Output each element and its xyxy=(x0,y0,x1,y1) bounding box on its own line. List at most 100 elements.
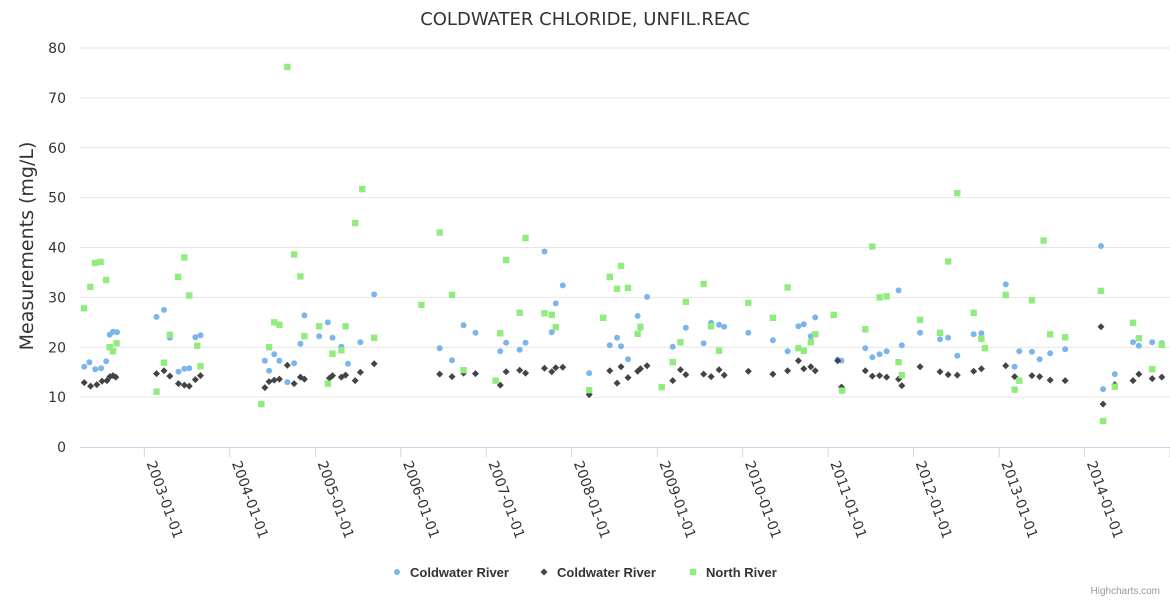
data-point xyxy=(270,376,278,384)
data-point xyxy=(103,358,110,365)
data-point xyxy=(351,219,359,227)
legend-item-1[interactable]: Coldwater River xyxy=(540,565,656,580)
y-axis-label: Measurements (mg/L) xyxy=(16,142,38,351)
x-tick-label: 2012-01-01 xyxy=(912,459,955,541)
data-point xyxy=(613,285,621,293)
data-point xyxy=(497,348,504,355)
y-tick-label: 80 xyxy=(48,41,66,57)
data-point xyxy=(669,377,677,385)
data-point xyxy=(197,372,205,380)
data-point xyxy=(548,311,555,319)
data-point xyxy=(945,334,952,341)
data-point xyxy=(1149,339,1156,346)
credits-link[interactable]: Highcharts.com xyxy=(1091,586,1160,597)
data-point xyxy=(552,324,559,331)
data-point xyxy=(559,363,567,371)
data-point xyxy=(370,334,378,341)
data-point xyxy=(194,342,201,349)
data-point xyxy=(275,375,283,383)
data-point xyxy=(197,363,204,370)
data-point xyxy=(371,291,378,298)
data-point xyxy=(637,323,644,331)
data-point xyxy=(1040,237,1047,244)
data-point xyxy=(291,360,298,367)
data-point xyxy=(98,377,106,385)
legend-item-0[interactable]: Coldwater River xyxy=(394,565,509,580)
data-point xyxy=(290,380,298,388)
data-point xyxy=(1158,341,1166,348)
legend-label: North River xyxy=(706,565,777,580)
data-point xyxy=(522,369,530,377)
data-point xyxy=(103,377,111,385)
data-point xyxy=(175,380,183,388)
data-point xyxy=(898,342,905,349)
data-point xyxy=(174,273,182,281)
data-point xyxy=(356,368,364,376)
data-point xyxy=(541,248,548,255)
data-point xyxy=(1016,348,1023,355)
data-point xyxy=(502,368,510,376)
x-axis: 2003-01-01 2004-01-01 2005-01-01 2006-01-01… xyxy=(143,447,1170,541)
data-point xyxy=(342,323,349,330)
data-point xyxy=(944,258,952,265)
data-point xyxy=(936,336,943,343)
data-point xyxy=(936,329,944,336)
data-point xyxy=(715,366,723,374)
data-point xyxy=(978,335,985,342)
data-point xyxy=(617,262,625,270)
data-point xyxy=(869,243,876,250)
data-point xyxy=(492,377,499,384)
data-point xyxy=(807,339,815,346)
x-tick-label: 2009-01-01 xyxy=(656,459,699,541)
data-point xyxy=(342,371,350,379)
data-point xyxy=(1099,400,1107,408)
data-point xyxy=(548,329,555,336)
data-point xyxy=(916,363,924,371)
data-point xyxy=(795,345,802,352)
data-point xyxy=(669,343,676,350)
data-point xyxy=(1099,417,1107,425)
y-tick-label: 0 xyxy=(57,440,66,456)
data-point xyxy=(186,292,193,299)
data-point xyxy=(883,348,890,355)
data-point xyxy=(522,339,529,346)
data-point xyxy=(812,331,819,338)
data-point xyxy=(707,323,715,330)
data-point xyxy=(436,229,443,236)
data-point xyxy=(1148,375,1156,383)
y-tick-label: 40 xyxy=(48,241,66,257)
data-point xyxy=(676,366,684,374)
data-point xyxy=(745,329,752,336)
data-point xyxy=(917,329,924,336)
data-point xyxy=(284,63,291,71)
x-tick-label: 2004-01-01 xyxy=(228,459,271,541)
data-point xyxy=(448,291,456,299)
legend-symbol xyxy=(394,569,400,575)
data-point xyxy=(800,365,808,373)
data-point xyxy=(1028,348,1035,355)
data-point xyxy=(436,345,443,352)
data-point xyxy=(87,283,94,291)
data-point xyxy=(186,365,193,372)
data-point xyxy=(113,340,120,347)
data-point xyxy=(197,332,204,339)
legend-symbol xyxy=(540,568,548,576)
data-point xyxy=(606,367,614,375)
legend-item-2[interactable]: North River xyxy=(689,565,777,580)
data-point xyxy=(834,357,842,365)
data-point xyxy=(862,345,869,352)
data-point xyxy=(548,368,556,376)
data-point xyxy=(192,334,199,341)
data-point xyxy=(472,329,479,336)
data-point xyxy=(328,372,336,380)
y-tick-label: 10 xyxy=(48,390,66,406)
x-tick-label: 2013-01-01 xyxy=(997,459,1040,541)
data-point xyxy=(497,330,504,337)
data-point xyxy=(80,305,88,312)
data-point xyxy=(800,321,807,328)
data-point xyxy=(522,234,529,242)
data-point xyxy=(617,363,625,371)
data-point xyxy=(898,371,906,379)
legend[interactable]: Coldwater River Coldwater River North Rive… xyxy=(394,565,777,580)
